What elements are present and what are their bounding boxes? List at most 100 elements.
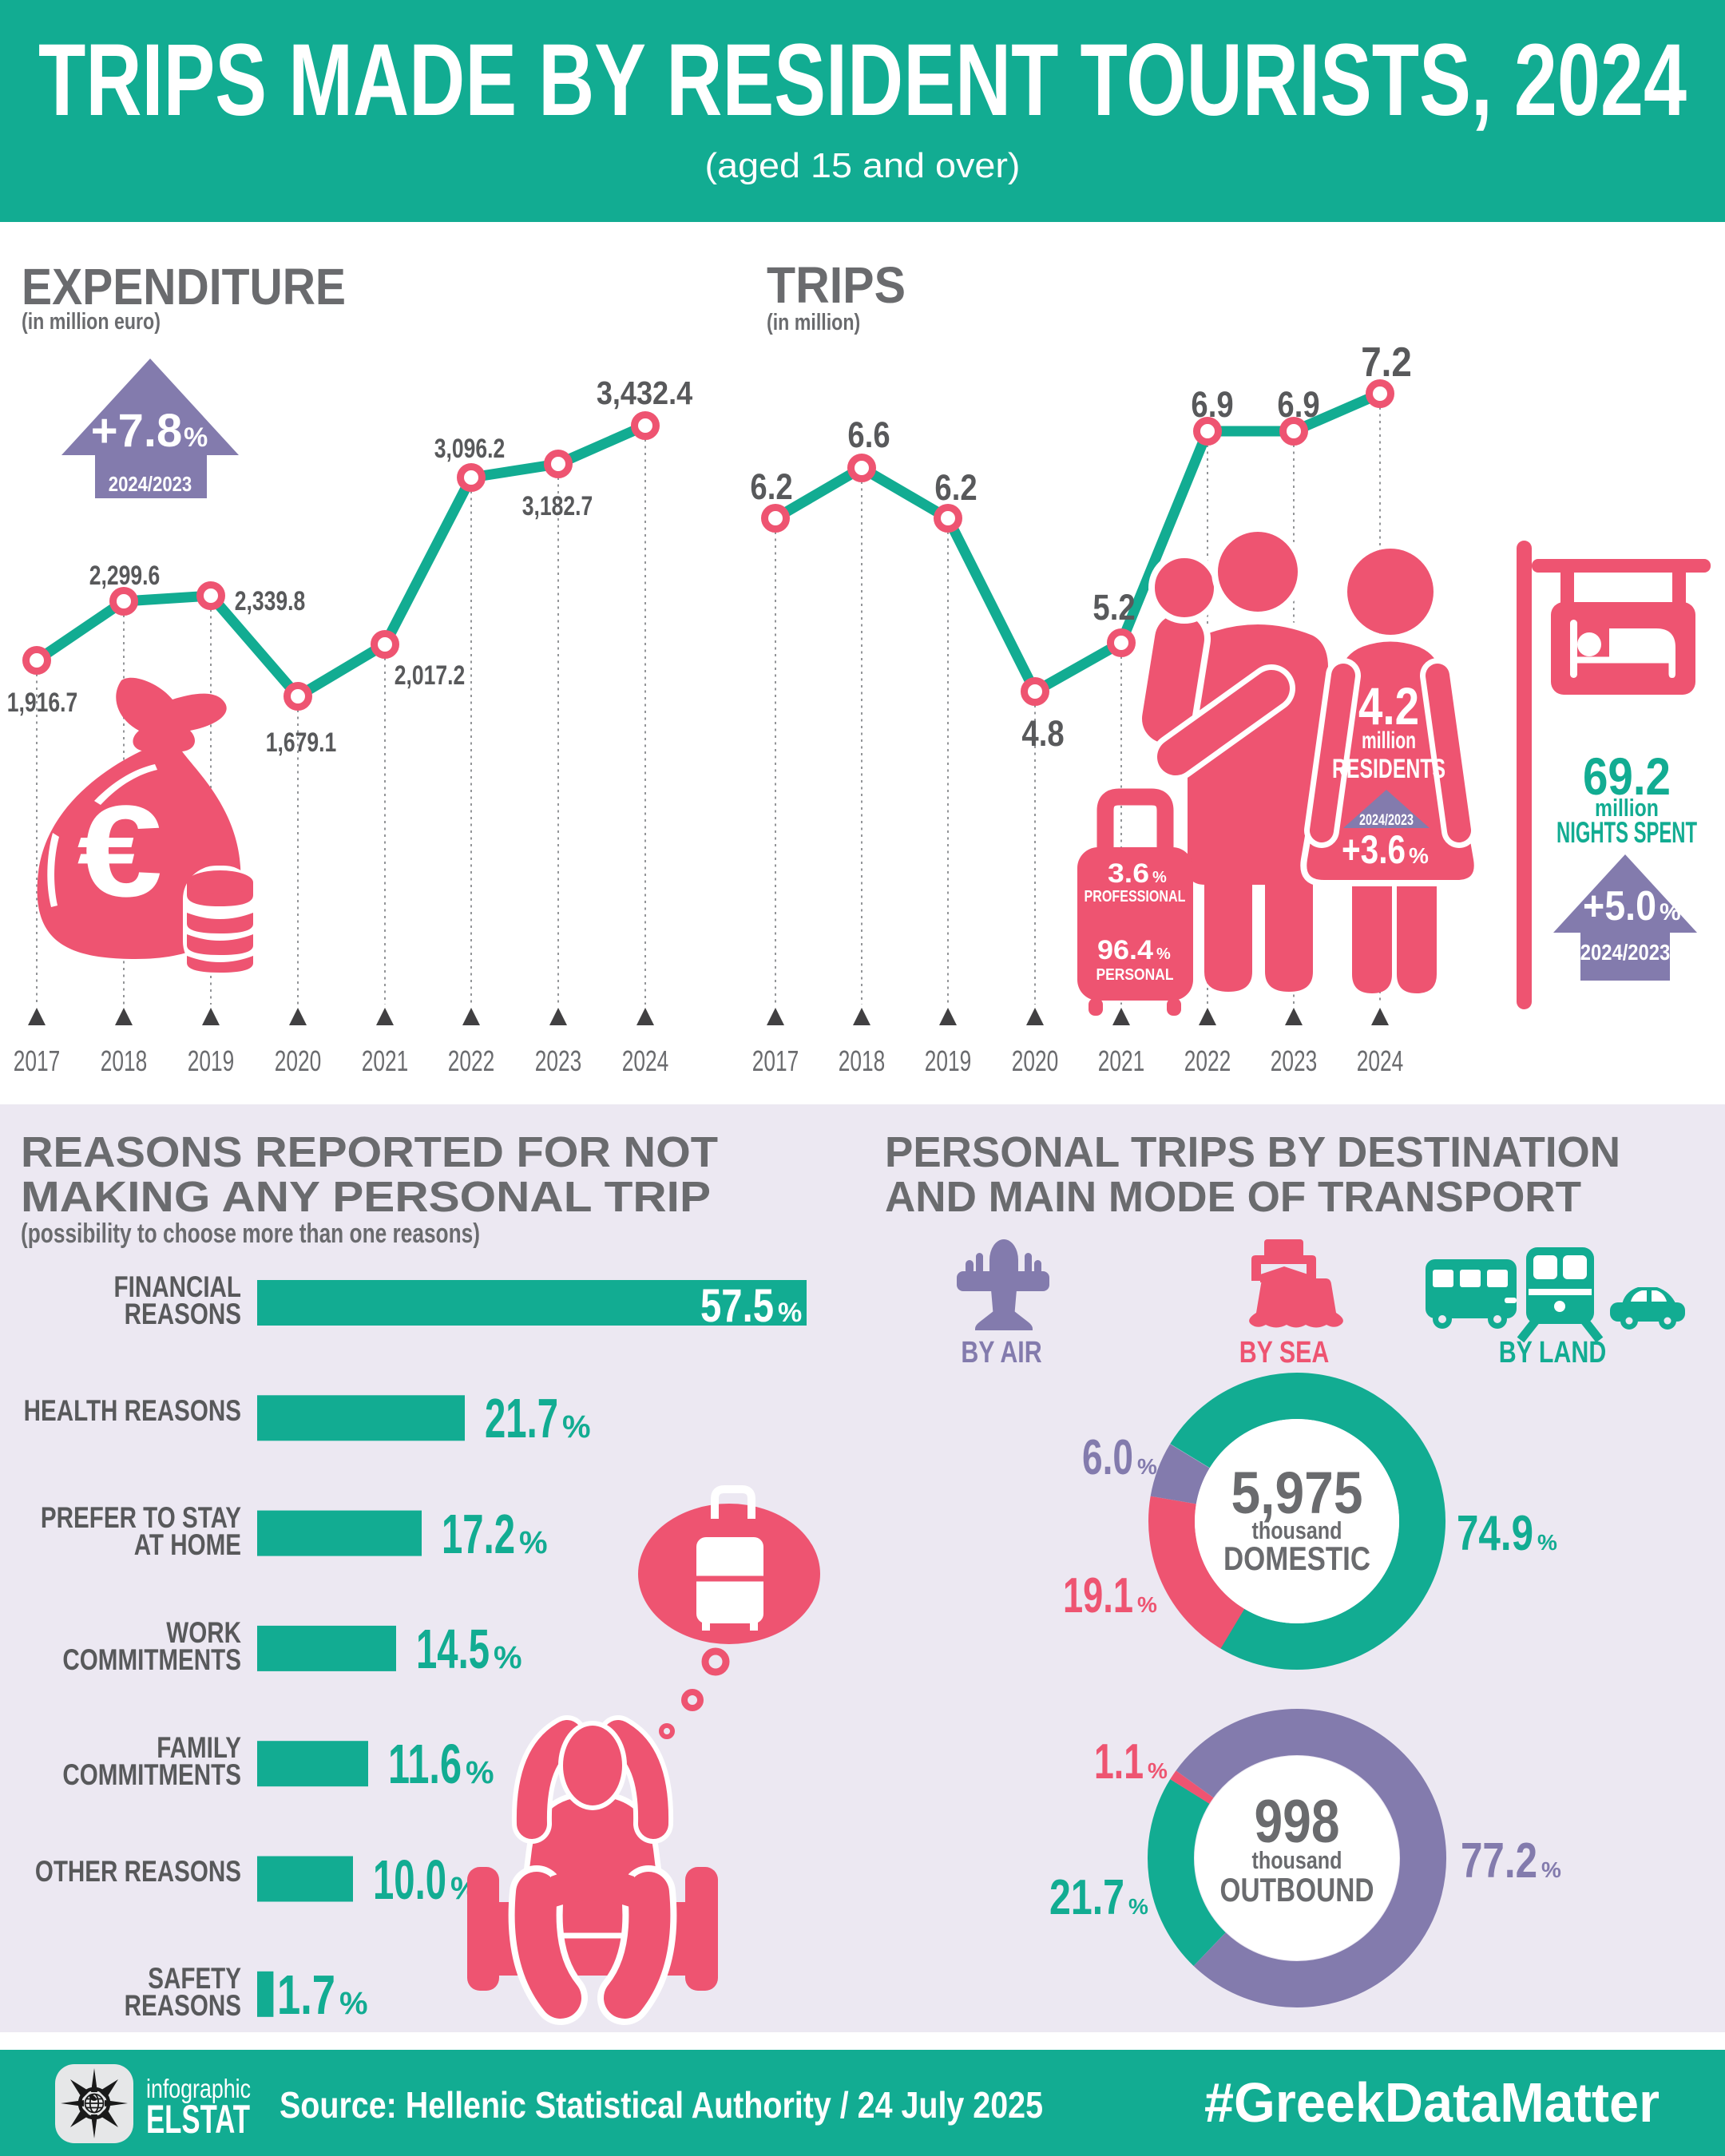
svg-text:3,182.7: 3,182.7 [522,491,593,521]
svg-text:2018: 2018 [839,1044,885,1077]
svg-text:REASONS REPORTED FOR NOT: REASONS REPORTED FOR NOT [21,1128,718,1176]
svg-text:%: % [519,1525,548,1560]
svg-text:4.2: 4.2 [1358,676,1419,735]
svg-text:PERSONAL TRIPS BY DESTINATION: PERSONAL TRIPS BY DESTINATION [885,1128,1620,1176]
svg-text:NIGHTS SPENT: NIGHTS SPENT [1556,816,1697,849]
svg-text:infographic: infographic [146,2074,251,2103]
svg-text:PERSONAL: PERSONAL [1096,966,1174,984]
svg-text:2018: 2018 [101,1044,147,1077]
svg-text:4.8: 4.8 [1021,713,1064,754]
svg-text:74.9: 74.9 [1457,1506,1533,1561]
svg-text:2021: 2021 [1098,1044,1144,1077]
svg-text:1,679.1: 1,679.1 [266,727,337,758]
svg-text:%: % [1152,869,1167,886]
svg-text:million: million [1362,727,1416,754]
svg-text:%: % [1137,1592,1157,1617]
svg-text:COMMITMENTS: COMMITMENTS [62,1644,241,1677]
svg-text:REASONS: REASONS [125,1990,241,2023]
svg-text:+7.8: +7.8 [91,405,183,457]
svg-text:998: 998 [1255,1788,1340,1856]
svg-text:PROFESSIONAL: PROFESSIONAL [1085,888,1186,906]
svg-text:%: % [1660,899,1681,925]
svg-text:AND MAIN MODE OF TRANSPORT: AND MAIN MODE OF TRANSPORT [885,1173,1581,1221]
svg-text:%: % [494,1640,522,1675]
svg-text:57.5: 57.5 [700,1280,774,1332]
svg-text:PREFER TO STAY: PREFER TO STAY [41,1502,241,1535]
svg-text:2,339.8: 2,339.8 [235,586,306,616]
svg-text:TRIPS: TRIPS [767,256,906,314]
svg-text:2020: 2020 [1012,1044,1058,1077]
svg-text:OTHER REASONS: OTHER REASONS [35,1856,241,1888]
svg-text:BY LAND: BY LAND [1499,1336,1607,1369]
svg-text:COMMITMENTS: COMMITMENTS [62,1759,241,1792]
svg-text:2024/2023: 2024/2023 [1359,812,1414,829]
svg-text:6.2: 6.2 [750,466,792,507]
svg-text:2,017.2: 2,017.2 [395,660,465,691]
svg-text:69.2: 69.2 [1583,747,1671,806]
svg-text:3,096.2: 3,096.2 [434,434,505,464]
svg-text:%: % [466,1755,494,1790]
svg-text:2017: 2017 [14,1044,60,1077]
svg-text:21.7: 21.7 [485,1387,558,1449]
svg-text:million: million [1595,794,1659,821]
svg-text:REASONS: REASONS [125,1298,241,1331]
svg-text:OUTBOUND: OUTBOUND [1220,1871,1374,1908]
svg-text:1,916.7: 1,916.7 [7,688,77,718]
svg-text:2020: 2020 [275,1044,321,1077]
svg-text:TRIPS MADE BY RESIDENT TOURIST: TRIPS MADE BY RESIDENT TOURISTS, 2024 [38,23,1687,137]
svg-text:%: % [1409,843,1429,868]
svg-text:%: % [562,1409,591,1445]
svg-text:2024: 2024 [622,1044,668,1077]
svg-text:%: % [1128,1894,1148,1919]
svg-text:(aged 15 and over): (aged 15 and over) [705,146,1021,185]
svg-text:6.6: 6.6 [847,414,890,455]
svg-text:10.0: 10.0 [373,1849,446,1911]
svg-text:77.2: 77.2 [1461,1833,1537,1888]
svg-text:(possibility to choose more th: (possibility to choose more than one rea… [21,1219,480,1249]
svg-text:+5.0: +5.0 [1583,883,1656,929]
svg-text:2,299.6: 2,299.6 [89,561,160,591]
svg-text:(in million): (in million) [767,308,860,335]
svg-text:(in million euro): (in million euro) [22,307,161,334]
svg-text:#GreekDataMatter: #GreekDataMatter [1204,2071,1660,2134]
svg-text:AT HOME: AT HOME [134,1529,241,1562]
svg-text:FAMILY: FAMILY [157,1732,241,1765]
svg-text:%: % [339,1986,368,2021]
svg-text:MAKING ANY PERSONAL TRIP: MAKING ANY PERSONAL TRIP [21,1173,711,1221]
svg-text:%: % [1148,1758,1168,1783]
svg-text:2023: 2023 [535,1044,581,1077]
svg-text:WORK: WORK [166,1617,241,1650]
svg-text:2022: 2022 [448,1044,494,1077]
svg-text:%: % [1156,945,1171,963]
svg-text:6.9: 6.9 [1277,384,1319,425]
svg-text:€: € [77,779,163,924]
svg-text:%: % [1137,1454,1157,1479]
svg-text:ELSTAT: ELSTAT [146,2097,250,2142]
svg-text:BY AIR: BY AIR [961,1336,1041,1369]
svg-text:DOMESTIC: DOMESTIC [1223,1540,1370,1577]
svg-text:FINANCIAL: FINANCIAL [114,1271,241,1304]
svg-text:6.2: 6.2 [934,467,977,508]
svg-text:thousand: thousand [1252,1846,1342,1874]
svg-text:1.7: 1.7 [277,1964,335,2026]
svg-text:19.1: 19.1 [1063,1568,1133,1623]
svg-text:%: % [1541,1857,1561,1882]
svg-text:11.6: 11.6 [388,1733,462,1795]
svg-text:2024: 2024 [1357,1044,1403,1077]
svg-text:6.0: 6.0 [1082,1430,1133,1485]
svg-text:%: % [184,422,208,453]
svg-text:2024/2023: 2024/2023 [1580,939,1670,965]
svg-text:%: % [1537,1530,1557,1555]
svg-text:EXPENDITURE: EXPENDITURE [22,258,346,315]
svg-text:6.9: 6.9 [1191,384,1233,425]
svg-text:2024/2023: 2024/2023 [109,473,192,496]
svg-text:SAFETY: SAFETY [148,1963,241,1995]
svg-text:3.6: 3.6 [1108,858,1149,889]
svg-text:2017: 2017 [752,1044,799,1077]
svg-text:thousand: thousand [1252,1516,1342,1544]
svg-text:21.7: 21.7 [1049,1870,1124,1925]
svg-text:2019: 2019 [188,1044,234,1077]
svg-text:3,432.4: 3,432.4 [597,375,693,412]
svg-text:5,975: 5,975 [1231,1460,1363,1526]
svg-text:HEALTH REASONS: HEALTH REASONS [24,1395,241,1428]
